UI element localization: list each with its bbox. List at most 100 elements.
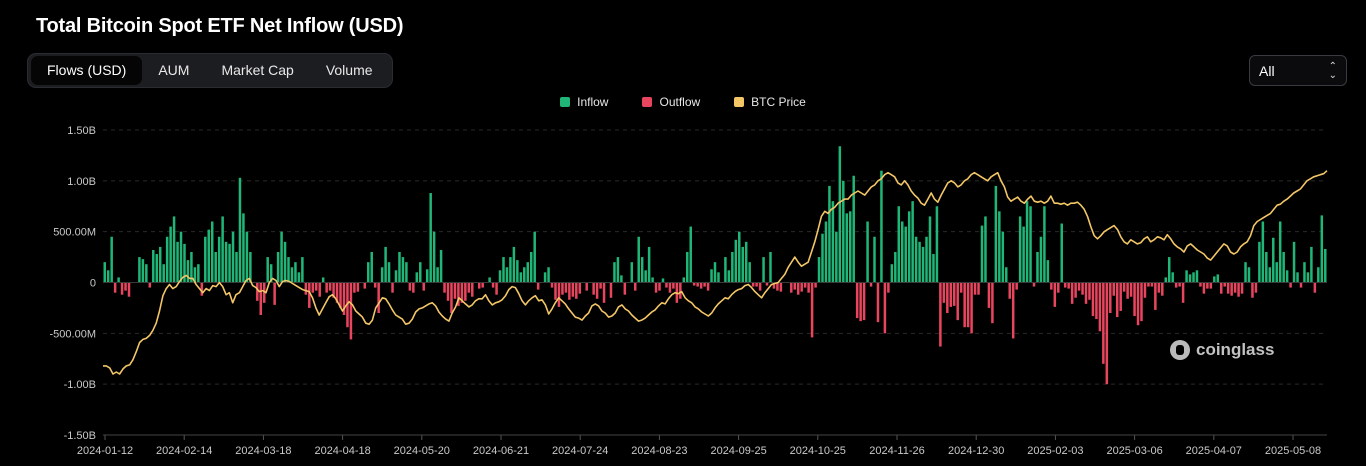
inflow-bar (276, 252, 280, 283)
inflow-bar (1268, 267, 1272, 283)
inflow-bar (613, 262, 616, 283)
inflow-bar (724, 257, 727, 283)
inflow-bar (512, 246, 516, 283)
inflow-bar (852, 175, 855, 283)
outflow-bar (1178, 282, 1181, 287)
outflow-bar (883, 282, 887, 334)
inflow-bar (686, 252, 689, 283)
outflow-bar (460, 282, 464, 303)
x-tick-label: 2024-04-18 (314, 445, 370, 457)
outflow-bar (1011, 282, 1015, 339)
y-tick-label: 1.00B (67, 176, 96, 188)
outflow-bar (332, 282, 335, 298)
outflow-bar (793, 282, 796, 290)
tab-market-cap[interactable]: Market Cap (221, 62, 294, 78)
outflow-bar (1057, 282, 1060, 293)
y-tick-label: 0 (90, 278, 96, 290)
outflow-bar (814, 282, 817, 288)
outflow-bar (585, 282, 588, 291)
y-tick-label: -1.50B (64, 430, 96, 442)
tab-volume[interactable]: Volume (325, 62, 373, 78)
inflow-bar (744, 241, 748, 283)
inflow-bar (1005, 267, 1008, 283)
outflow-bar (1105, 282, 1109, 385)
x-tick-label: 2024-02-14 (156, 445, 212, 457)
outflow-bar (1226, 282, 1230, 294)
inflow-bar (1292, 241, 1296, 283)
outflow-bar (342, 282, 346, 316)
inflow-bar (370, 252, 373, 283)
inflow-bar (1310, 246, 1313, 283)
inflow-bar (138, 257, 141, 283)
inflow-bar (321, 277, 325, 283)
inflow-bar (509, 257, 512, 283)
tab-aum[interactable]: AUM (158, 62, 190, 78)
outflow-bar (550, 282, 554, 288)
inflow-bar (297, 272, 301, 283)
outflow-bar (634, 282, 637, 291)
inflow-bar (1046, 260, 1050, 283)
inflow-bar (842, 180, 845, 283)
inflow-bar (907, 211, 911, 283)
outflow-bar (939, 282, 942, 347)
inflow-bar (932, 254, 935, 283)
outflow-bar (1174, 282, 1178, 288)
outflow-bar (609, 282, 613, 298)
watermark-text: coinglass (1196, 340, 1275, 359)
inflow-bar (1272, 237, 1275, 283)
outflow-bar (1209, 282, 1213, 289)
inflow-bar (547, 267, 550, 283)
inflow-bar (238, 177, 242, 283)
legend-label-inflow: Inflow (577, 95, 609, 109)
y-tick-label: -500.00M (50, 328, 96, 340)
outflow-bar (1053, 282, 1057, 307)
inflow-bar (162, 264, 165, 283)
inflow-bar (523, 267, 526, 283)
inflow-bar (152, 249, 155, 283)
inflow-bar (1306, 272, 1310, 283)
legend-item-inflow[interactable]: Inflow (560, 95, 608, 109)
outflow-bar (772, 282, 776, 289)
outflow-bar (1122, 282, 1126, 292)
legend-swatch-outflow (642, 97, 653, 107)
outflow-bar (1254, 282, 1258, 293)
inflow-bar (1001, 231, 1005, 283)
inflow-bar (193, 267, 197, 283)
outflow-bar (311, 282, 315, 293)
outflow-bar (991, 282, 994, 324)
outflow-bar (1143, 282, 1147, 298)
outflow-bar (1237, 282, 1240, 297)
outflow-bar (325, 282, 328, 293)
x-tick-label: 2024-01-12 (77, 445, 133, 457)
inflow-bar (290, 267, 294, 283)
legend-swatch-inflow (560, 97, 571, 107)
legend-item-btc-price[interactable]: BTC Price (714, 95, 806, 109)
inflow-bar (1261, 221, 1265, 283)
coinglass-logo-icon (1170, 340, 1190, 360)
outflow-bar (1091, 282, 1095, 317)
outflow-bar (335, 282, 339, 303)
outflow-bar (977, 282, 980, 295)
outflow-bar (1230, 282, 1233, 296)
outflow-bar (1008, 282, 1011, 299)
outflow-bar (339, 282, 342, 308)
outflow-bar (755, 282, 758, 287)
inflow-bar (1216, 274, 1220, 283)
outflow-bar (1223, 282, 1226, 287)
inflow-bar (717, 272, 720, 283)
outflow-bar (568, 282, 571, 300)
inflow-bar (640, 257, 644, 283)
range-select[interactable]: All ⌃ ⌄ (1249, 55, 1347, 86)
inflow-bar (543, 272, 547, 283)
outflow-bar (973, 282, 977, 295)
outflow-bar (672, 282, 675, 289)
legend-item-outflow[interactable]: Outflow (622, 95, 700, 109)
inflow-bar (533, 231, 536, 283)
outflow-bar (377, 282, 380, 313)
outflow-bar (349, 282, 353, 340)
outflow-bar (536, 282, 540, 290)
outflow-bar (623, 282, 627, 295)
outflow-bar (855, 282, 859, 319)
outflow-bar (363, 282, 367, 289)
tab-flows[interactable]: Flows (USD) (31, 56, 143, 85)
